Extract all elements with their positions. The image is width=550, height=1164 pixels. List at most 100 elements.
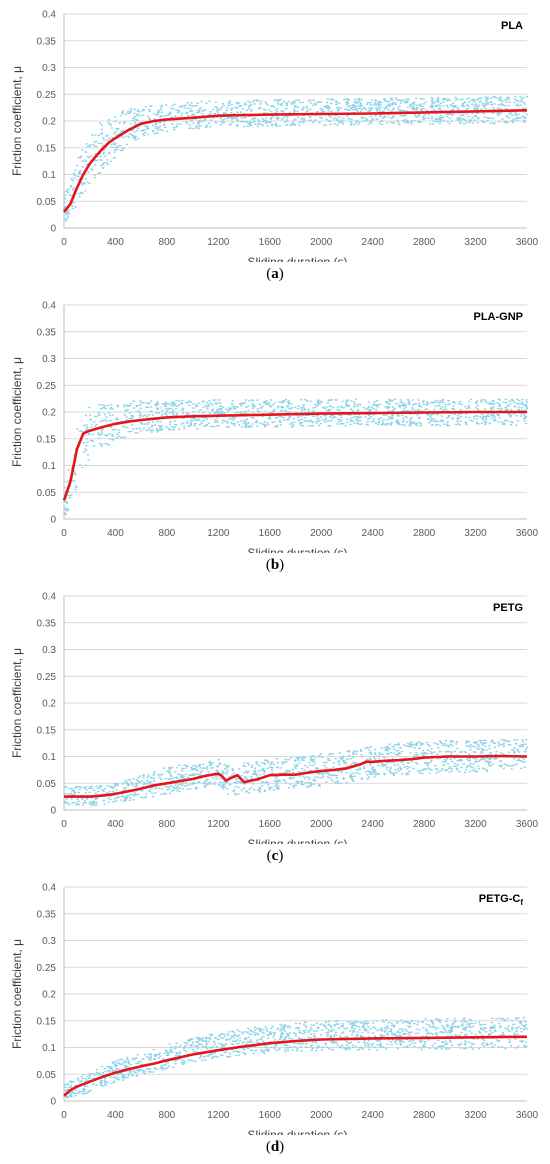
scatter-point: [233, 792, 237, 795]
scatter-point: [328, 424, 331, 427]
scatter-point: [251, 121, 255, 123]
scatter-point: [488, 744, 491, 747]
scatter-point: [246, 125, 250, 127]
scatter-point: [318, 784, 321, 786]
scatter-point: [418, 422, 421, 424]
scatter-point: [493, 746, 496, 748]
scatter-point: [286, 406, 289, 408]
scatter-point: [232, 1040, 235, 1042]
scatter-point: [368, 752, 371, 754]
scatter-point: [118, 122, 121, 124]
chart-svg-b: 00.050.10.150.20.250.30.350.40 400 800 1200…: [10, 301, 539, 554]
mean-line-series: [62, 410, 527, 501]
scatter-point: [241, 403, 244, 405]
scatter-point: [150, 406, 153, 408]
scatter-point: [510, 749, 514, 751]
scatter-point: [376, 404, 379, 406]
scatter-point: [517, 113, 520, 115]
scatter-point: [167, 407, 170, 410]
scatter-point: [295, 757, 298, 760]
scatter-point: [440, 419, 443, 421]
scatter-point: [212, 776, 215, 779]
scatter-point: [146, 415, 149, 417]
scatter-point: [522, 116, 526, 119]
scatter-point: [289, 776, 292, 778]
scatter-point: [155, 412, 158, 414]
scatter-point: [294, 106, 297, 108]
scatter-point: [163, 123, 166, 126]
scatter-point: [525, 401, 529, 404]
scatter-point: [409, 422, 412, 424]
scatter-point: [354, 398, 357, 400]
scatter-point: [298, 756, 301, 759]
scatter-point: [213, 1055, 217, 1058]
scatter-point: [521, 401, 524, 403]
scatter-point: [240, 117, 243, 119]
scatter-point: [203, 782, 206, 785]
scatter-point: [115, 789, 118, 791]
scatter-point: [68, 787, 71, 790]
scatter-point: [296, 110, 299, 112]
scatter-point: [214, 121, 217, 123]
scatter-point: [127, 778, 130, 781]
scatter-point: [172, 787, 176, 789]
scatter-point: [464, 405, 467, 408]
scatter-point: [155, 405, 158, 407]
scatter-point: [406, 110, 409, 112]
scatter-point: [330, 98, 334, 100]
scatter-point: [440, 420, 443, 423]
scatter-point: [402, 763, 405, 766]
scatter-point: [91, 440, 94, 442]
scatter-point: [337, 418, 340, 420]
scatter-point: [164, 401, 168, 404]
scatter-point: [520, 406, 524, 409]
scatter-point: [294, 784, 298, 786]
scatter-point: [346, 100, 349, 103]
scatter-point: [479, 741, 483, 744]
scatter-point: [278, 401, 281, 403]
scatter-point: [392, 752, 395, 754]
scatter-point: [260, 100, 263, 103]
y-tick-label: 0.25: [37, 963, 57, 974]
scatter-point: [430, 116, 434, 118]
scatter-point: [106, 159, 109, 161]
scatter-point: [203, 1056, 206, 1058]
scatter-point: [126, 112, 129, 114]
scatter-point: [415, 422, 418, 424]
scatter-point: [81, 1077, 84, 1080]
scatter-point: [166, 1054, 169, 1057]
y-tick-label: 0.35: [37, 327, 57, 338]
scatter-point: [219, 117, 223, 120]
scatter-point: [115, 437, 118, 439]
scatter-point: [124, 113, 127, 116]
scatter-point: [314, 762, 317, 764]
scatter-point: [148, 110, 151, 113]
scatter-point: [485, 421, 488, 423]
scatter-point: [441, 400, 445, 402]
x-tick-label: 0: [61, 1110, 67, 1121]
scatter-point: [282, 401, 285, 403]
scatter-point: [182, 105, 186, 107]
scatter-point: [164, 126, 167, 128]
scatter-point: [135, 783, 138, 785]
scatter-point: [492, 96, 495, 98]
scatter-point: [368, 1043, 371, 1045]
scatter-point: [113, 797, 116, 800]
scatter-point: [293, 759, 297, 762]
scatter-point: [266, 422, 269, 424]
scatter-point: [257, 770, 260, 772]
scatter-point: [123, 1064, 126, 1067]
scatter-point: [415, 751, 418, 754]
scatter-point: [439, 102, 443, 105]
scatter-point: [498, 760, 502, 763]
scatter-point: [383, 747, 386, 749]
scatter-point: [186, 102, 189, 104]
scatter-point: [185, 111, 188, 114]
scatter-point: [467, 741, 470, 743]
scatter-point: [191, 773, 194, 775]
scatter-point: [516, 750, 519, 752]
scatter-point: [239, 111, 243, 113]
scatter-point: [466, 107, 469, 110]
scatter-point: [98, 434, 101, 436]
scatter-point: [262, 1040, 265, 1042]
